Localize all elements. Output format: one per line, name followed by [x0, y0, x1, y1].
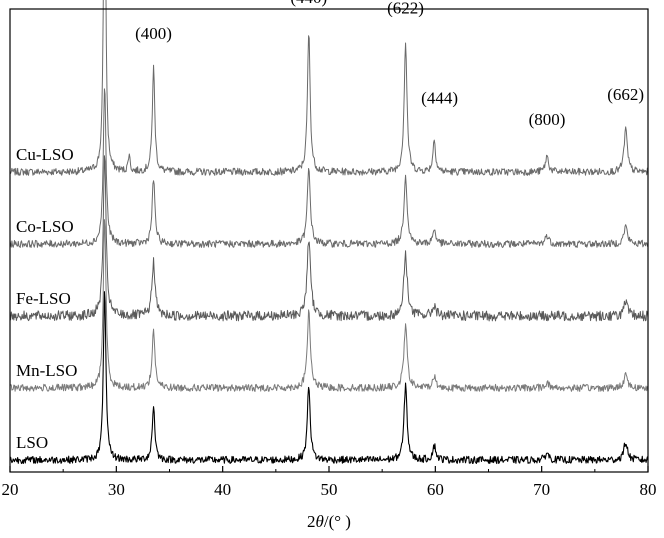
- series-line-cu-lso: [9, 0, 649, 176]
- peak-label-440: (440): [290, 0, 327, 7]
- x-axis-title: 2θ/(° ): [307, 512, 351, 531]
- x-tick-label-40: 40: [214, 480, 231, 499]
- x-tick-label-80: 80: [640, 480, 657, 499]
- series-label-lso: LSO: [16, 433, 48, 452]
- peak-label-662: (662): [607, 85, 644, 104]
- plot-lines: [9, 0, 649, 465]
- peak-label-444: (444): [421, 89, 458, 108]
- series-labels: Cu-LSO Co-LSO Fe-LSO Mn-LSO LSO: [16, 145, 77, 452]
- series-line-fe-lso: [9, 155, 649, 322]
- x-tick-label-50: 50: [321, 480, 338, 499]
- peak-label-400: (400): [135, 24, 172, 43]
- peak-label-622: (622): [387, 0, 424, 18]
- x-tick-label-30: 30: [108, 480, 125, 499]
- x-ticks: 20 30 40 50 60 70 80: [2, 466, 657, 499]
- x-tick-label-20: 20: [2, 480, 19, 499]
- series-label-mn-lso: Mn-LSO: [16, 361, 77, 380]
- peak-label-800: (800): [529, 110, 566, 129]
- x-tick-label-70: 70: [533, 480, 550, 499]
- series-label-cu-lso: Cu-LSO: [16, 145, 74, 164]
- series-line-mn-lso: [9, 219, 649, 392]
- series-label-fe-lso: Fe-LSO: [16, 289, 71, 308]
- series-line-co-lso: [9, 88, 649, 249]
- series-label-co-lso: Co-LSO: [16, 217, 74, 236]
- x-tick-label-60: 60: [427, 480, 444, 499]
- series-line-lso: [9, 291, 649, 465]
- peak-labels: (222)(400)(440)(622)(444)(800)(662): [135, 0, 644, 129]
